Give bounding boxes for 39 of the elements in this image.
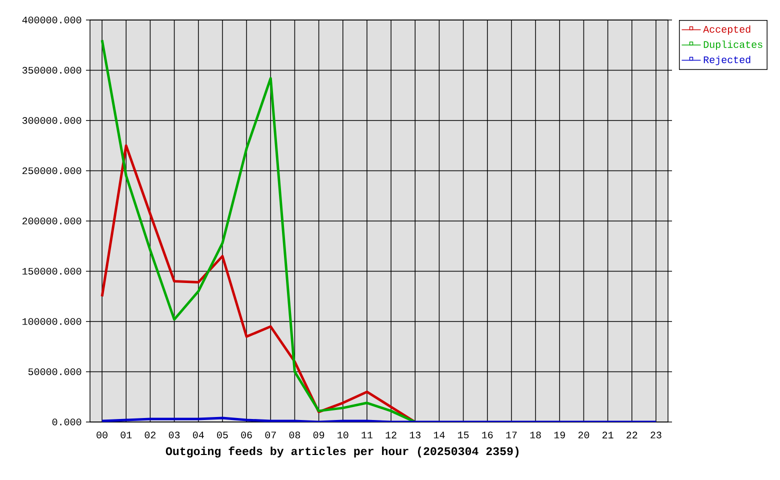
y-tick-label: 50000.000 [28, 368, 82, 376]
y-tick-label: 300000.000 [22, 117, 82, 124]
y-tick-label: 250000.000 [22, 167, 82, 174]
x-tick-label: 08 [289, 432, 300, 438]
x-tick-label: 00 [96, 432, 108, 438]
x-tick-label: 05 [217, 432, 228, 438]
y-tick-label: 150000.000 [22, 268, 82, 275]
x-tick-label: 06 [241, 432, 252, 438]
x-tick-label: 10 [338, 432, 348, 438]
x-tick-label: 02 [144, 432, 156, 438]
x-tick-label: 07 [265, 432, 276, 438]
x-tick-label: 21 [602, 432, 614, 438]
x-tick-label: 04 [192, 432, 204, 438]
y-tick-label: 200000.000 [22, 218, 82, 224]
legend-label: Rejected [704, 56, 750, 66]
x-tick-label: 23 [650, 432, 662, 438]
x-tick-label: 11 [362, 432, 372, 438]
y-tick-label: 100000.000 [22, 318, 82, 325]
x-tick-label: 18 [530, 432, 541, 438]
x-tick-label: 16 [482, 432, 493, 438]
y-tick-label: 400000.000 [22, 16, 82, 24]
x-tick-label: 22 [626, 432, 638, 438]
x-tick-label: 17 [506, 432, 517, 438]
x-tick-label: 19 [554, 432, 565, 438]
x-tick-label: 14 [434, 432, 445, 438]
x-tick-label: 13 [410, 432, 420, 438]
x-tick-label: 03 [168, 432, 180, 438]
y-tick-label: 350000.000 [22, 66, 82, 74]
y-tick-label: 0.000 [52, 418, 82, 426]
legend-label: Accepted [703, 25, 750, 35]
line-series [100, 144, 416, 422]
x-tick-label: 15 [458, 432, 469, 438]
x-tick-label: 12 [386, 432, 396, 438]
x-axis-title: Outgoing feeds by articles per hour (20250304 2359) [166, 446, 518, 458]
legend-label: Duplicates [704, 40, 762, 50]
x-tick-label: 01 [120, 432, 132, 438]
x-tick-label: 20 [578, 432, 590, 438]
x-tick-label: 09 [313, 432, 324, 438]
line-series [100, 38, 416, 422]
